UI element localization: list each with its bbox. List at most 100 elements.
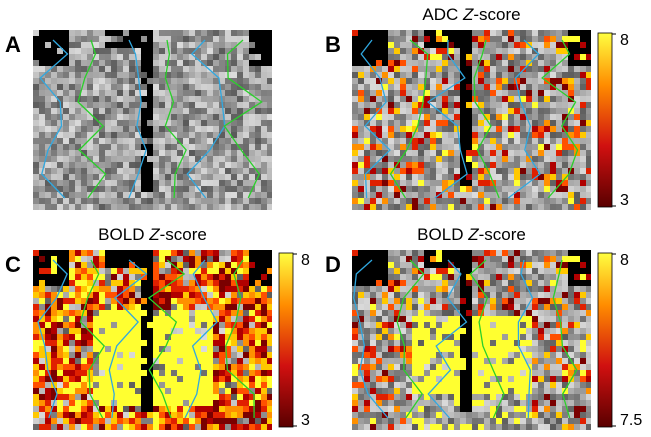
voxel <box>586 406 591 412</box>
voxel <box>448 358 454 364</box>
voxel <box>472 256 478 262</box>
voxel <box>454 298 460 304</box>
voxel <box>424 192 430 198</box>
voxel <box>352 250 358 256</box>
voxel <box>231 198 237 204</box>
voxel <box>87 36 93 42</box>
voxel <box>394 250 400 256</box>
voxel <box>484 66 490 72</box>
voxel <box>45 102 51 108</box>
voxel <box>508 424 514 430</box>
voxel <box>430 66 436 72</box>
voxel <box>69 78 75 84</box>
contour <box>37 259 68 419</box>
voxel <box>177 66 183 72</box>
voxel <box>412 60 418 66</box>
voxel <box>514 174 520 180</box>
voxel <box>454 424 460 430</box>
panel-label: D <box>325 252 341 277</box>
voxel <box>129 192 135 198</box>
voxel <box>171 156 177 162</box>
voxel <box>370 352 376 358</box>
voxel <box>484 120 490 126</box>
voxel <box>105 400 111 406</box>
voxel <box>430 126 436 132</box>
voxel <box>117 138 123 144</box>
voxel <box>412 102 418 108</box>
voxel <box>544 90 550 96</box>
voxel <box>129 394 135 400</box>
voxel <box>93 138 99 144</box>
voxel <box>219 90 225 96</box>
voxel <box>105 78 111 84</box>
voxel <box>376 316 382 322</box>
voxel <box>538 274 544 280</box>
voxel <box>207 250 213 256</box>
voxel <box>69 310 75 316</box>
voxel <box>63 114 69 120</box>
voxel <box>219 42 225 48</box>
voxel <box>237 418 243 424</box>
voxel <box>448 108 454 114</box>
voxel <box>454 108 460 114</box>
voxel <box>219 292 225 298</box>
voxel <box>394 340 400 346</box>
voxel <box>153 114 159 120</box>
voxel <box>69 376 75 382</box>
voxel <box>75 400 81 406</box>
voxel <box>400 250 406 256</box>
voxel <box>171 180 177 186</box>
voxel <box>376 198 382 204</box>
voxel <box>81 54 87 60</box>
voxel <box>225 358 231 364</box>
voxel <box>532 274 538 280</box>
voxel <box>442 328 448 334</box>
voxel <box>219 400 225 406</box>
voxel <box>159 298 165 304</box>
voxel <box>261 274 267 280</box>
voxel <box>81 186 87 192</box>
voxel <box>33 108 39 114</box>
voxel <box>442 54 448 60</box>
voxel <box>111 78 117 84</box>
voxel <box>93 126 99 132</box>
voxel <box>466 84 472 90</box>
voxel <box>400 256 406 262</box>
voxel <box>556 400 562 406</box>
voxel <box>550 42 556 48</box>
voxel <box>189 364 195 370</box>
voxel <box>508 304 514 310</box>
voxel <box>213 174 219 180</box>
voxel <box>502 280 508 286</box>
voxel <box>45 96 51 102</box>
voxel <box>496 102 502 108</box>
voxel <box>159 376 165 382</box>
voxel <box>63 204 69 210</box>
voxel <box>508 400 514 406</box>
voxel <box>81 358 87 364</box>
voxel <box>454 54 460 60</box>
voxel <box>370 90 376 96</box>
voxel <box>580 126 586 132</box>
voxel <box>33 156 39 162</box>
voxel <box>514 304 520 310</box>
voxel <box>394 262 400 268</box>
voxel <box>189 204 195 210</box>
voxel <box>364 298 370 304</box>
voxel <box>406 96 412 102</box>
voxel <box>544 328 550 334</box>
voxel <box>183 126 189 132</box>
voxel <box>550 400 556 406</box>
voxel <box>394 120 400 126</box>
voxel <box>225 268 231 274</box>
voxel <box>352 186 358 192</box>
voxel <box>490 72 496 78</box>
voxel <box>165 180 171 186</box>
voxel <box>165 400 171 406</box>
voxel <box>261 78 267 84</box>
voxel <box>255 120 261 126</box>
voxel <box>412 174 418 180</box>
voxel <box>63 334 69 340</box>
voxel <box>81 162 87 168</box>
voxel <box>430 256 436 262</box>
